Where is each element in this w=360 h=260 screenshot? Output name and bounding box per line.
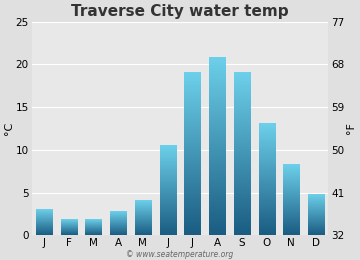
Title: Traverse City water temp: Traverse City water temp [71,4,289,19]
Text: © www.seatemperature.org: © www.seatemperature.org [126,250,234,259]
Y-axis label: °C: °C [4,122,14,135]
Y-axis label: °F: °F [346,122,356,134]
